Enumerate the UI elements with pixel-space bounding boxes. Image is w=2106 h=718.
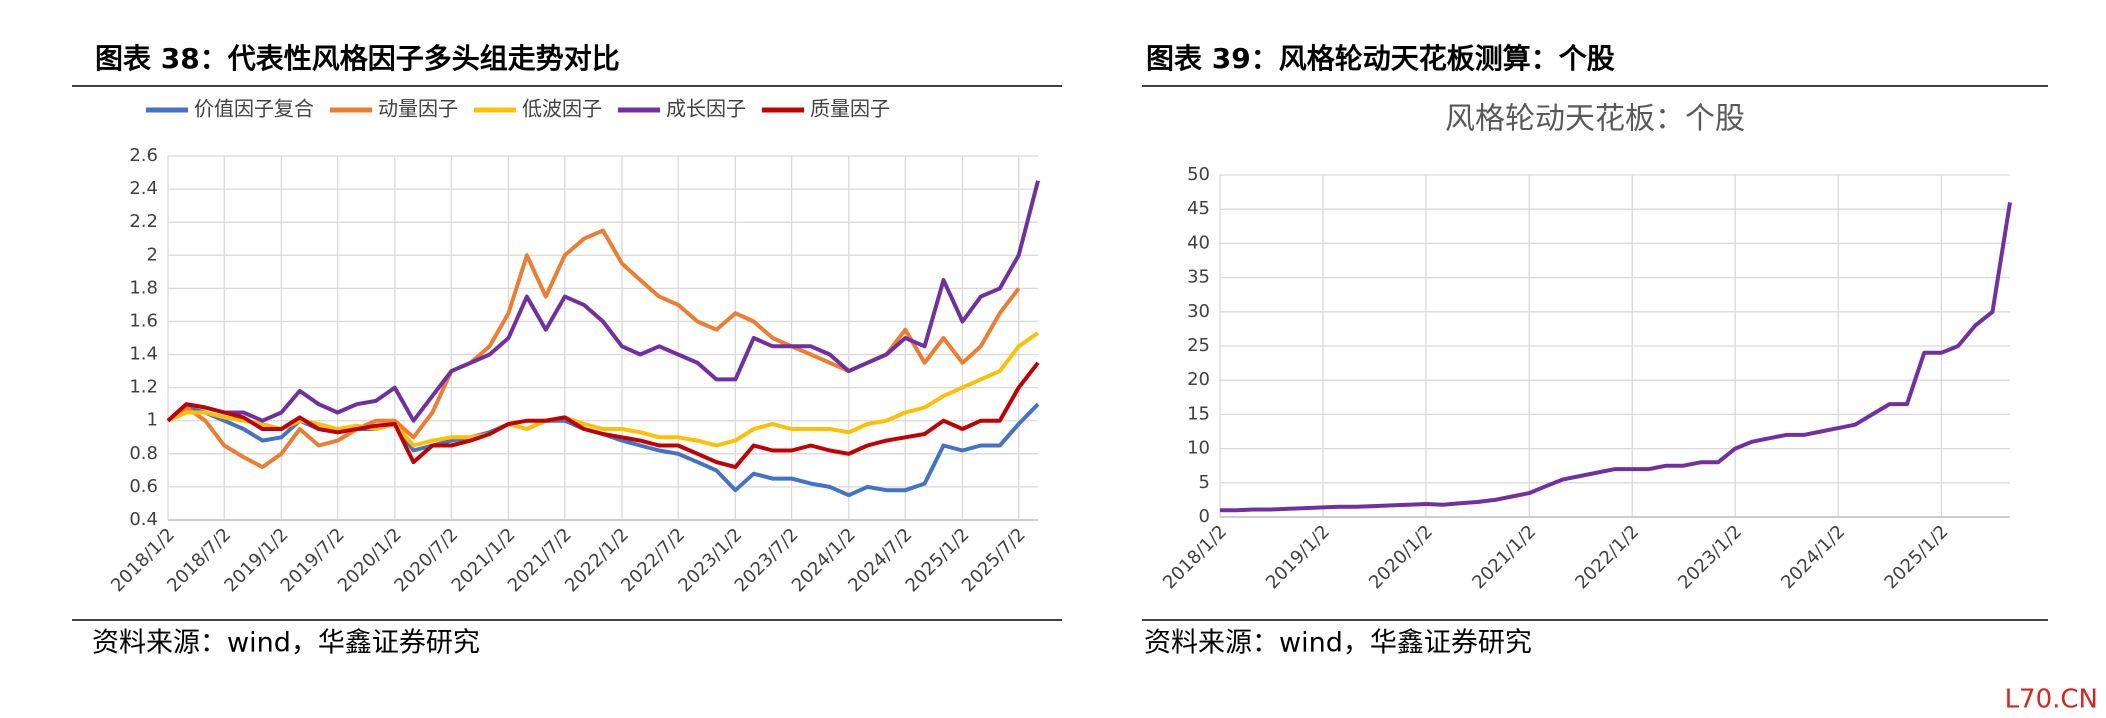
y-tick-label: 0.6 [129, 476, 158, 497]
x-tick-label: 2018/1/2 [1159, 521, 1231, 593]
y-tick-label: 15 [1187, 403, 1210, 424]
y-tick-label: 1.2 [129, 377, 158, 398]
y-tick-label: 1.8 [129, 277, 158, 298]
y-tick-label: 30 [1187, 301, 1210, 322]
y-tick-label: 1.6 [129, 310, 158, 331]
y-tick-label: 35 [1187, 267, 1210, 288]
y-tick-label: 2.6 [129, 145, 158, 166]
legend-label: 低波因子 [522, 97, 602, 121]
x-tick-label: 2021/1/2 [1468, 521, 1540, 593]
x-tick-label: 2025/1/2 [1880, 521, 1952, 593]
y-tick-label: 5 [1199, 472, 1210, 493]
x-tick-label: 2022/1/2 [1571, 521, 1643, 593]
y-tick-label: 25 [1187, 335, 1210, 356]
y-tick-label: 45 [1187, 198, 1210, 219]
y-tick-label: 40 [1187, 232, 1210, 253]
y-tick-label: 2.4 [129, 178, 158, 199]
legend-label: 价值因子复合 [194, 97, 314, 121]
y-tick-label: 2 [147, 244, 158, 265]
chart-title: 图表 39：风格轮动天花板测算：个股 [1146, 42, 1615, 75]
y-tick-label: 1 [147, 410, 158, 431]
series-line [166, 361, 1040, 470]
x-tick-label: 2019/1/2 [1262, 521, 1334, 593]
chart-title: 图表 38：代表性风格因子多头组走势对比 [95, 42, 620, 75]
y-tick-label: 20 [1187, 369, 1210, 390]
series-line [166, 180, 1040, 423]
chart-subtitle: 风格轮动天花板：个股 [1445, 102, 1745, 137]
x-tick-label: 2023/1/2 [1674, 521, 1746, 593]
series-line [1220, 202, 2012, 513]
legend-label: 动量因子 [378, 97, 458, 121]
x-tick-label: 2024/1/2 [1777, 521, 1849, 593]
y-tick-label: 10 [1187, 438, 1210, 459]
y-tick-label: 1.4 [129, 344, 158, 365]
y-tick-label: 2.2 [129, 211, 158, 232]
y-tick-label: 0.8 [129, 443, 158, 464]
source: 资料来源：wind，华鑫证券研究 [1144, 628, 1532, 659]
y-tick-label: 0.4 [129, 509, 158, 530]
y-tick-label: 50 [1187, 164, 1210, 185]
legend-label: 质量因子 [810, 97, 890, 121]
watermark: L70.CN [2005, 685, 2098, 715]
legend-label: 成长因子 [666, 97, 746, 121]
y-tick-label: 0 [1199, 506, 1210, 527]
x-tick-label: 2020/1/2 [1365, 521, 1437, 593]
source: 资料来源：wind，华鑫证券研究 [92, 628, 480, 659]
